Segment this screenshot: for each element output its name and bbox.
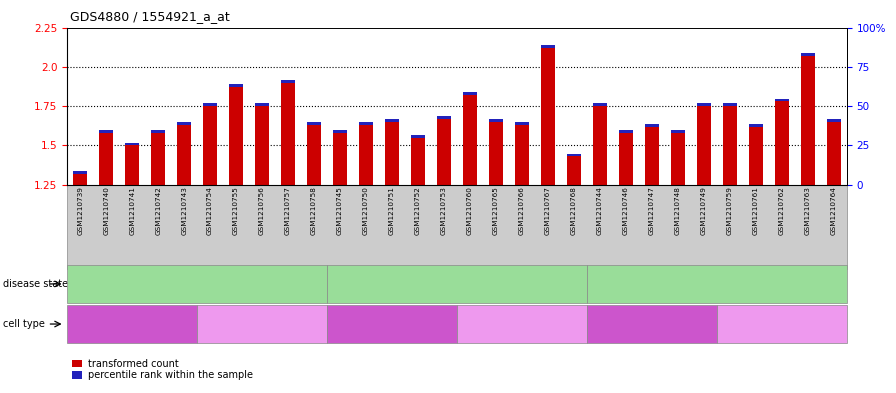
Bar (307, 122, 321, 125)
Text: GDS4880 / 1554921_a_at: GDS4880 / 1554921_a_at (70, 10, 229, 23)
Bar (385, 119, 399, 122)
Bar (385, 122, 399, 185)
Bar (775, 101, 788, 185)
Bar (151, 133, 165, 185)
Bar (151, 130, 165, 133)
Text: percentile rank within the sample: percentile rank within the sample (88, 370, 253, 380)
Text: CD4+ T-cells: CD4+ T-cells (361, 319, 423, 329)
Text: transformed count: transformed count (88, 358, 178, 369)
Bar (437, 116, 451, 119)
Bar (671, 133, 685, 185)
Bar (73, 171, 87, 174)
Bar (749, 124, 762, 127)
Bar (619, 133, 633, 185)
Bar (229, 84, 243, 87)
Bar (801, 56, 814, 185)
Bar (411, 138, 425, 185)
Text: CD4+ T-cells: CD4+ T-cells (621, 319, 683, 329)
Bar (489, 119, 503, 122)
Text: cell type: cell type (3, 319, 45, 329)
Bar (541, 45, 555, 48)
Bar (307, 125, 321, 185)
Bar (125, 143, 139, 145)
Bar (645, 124, 659, 127)
Bar (203, 106, 217, 185)
Text: chronic HCV infection-high viral load: chronic HCV infection-high viral load (628, 279, 806, 289)
Bar (177, 122, 191, 125)
Bar (723, 106, 737, 185)
Bar (749, 127, 762, 185)
Bar (671, 130, 685, 133)
Bar (255, 106, 269, 185)
Bar (567, 154, 581, 156)
Bar (827, 119, 840, 122)
Bar (697, 103, 711, 106)
Bar (333, 133, 347, 185)
Bar (99, 130, 113, 133)
Text: CD8+ T-cells: CD8+ T-cells (491, 319, 553, 329)
Bar (333, 130, 347, 133)
Bar (593, 103, 607, 106)
Bar (593, 106, 607, 185)
Bar (255, 103, 269, 106)
Bar (463, 95, 477, 185)
Bar (645, 127, 659, 185)
Text: CD4+ T-cells: CD4+ T-cells (101, 319, 163, 329)
Text: chronic HCV infection-low viral load: chronic HCV infection-low viral load (370, 279, 544, 289)
Bar (775, 99, 788, 101)
Bar (567, 156, 581, 185)
Bar (359, 122, 373, 125)
Bar (463, 92, 477, 95)
Bar (281, 83, 295, 185)
Bar (697, 106, 711, 185)
Bar (177, 125, 191, 185)
Bar (229, 87, 243, 185)
Text: disease state: disease state (3, 279, 68, 289)
Bar (203, 103, 217, 106)
Text: healthy donor: healthy donor (163, 279, 231, 289)
Bar (281, 80, 295, 83)
Bar (801, 53, 814, 56)
Bar (515, 125, 529, 185)
Bar (723, 103, 737, 106)
Bar (541, 48, 555, 185)
Bar (489, 122, 503, 185)
Text: CD8+ T-cells: CD8+ T-cells (751, 319, 813, 329)
Bar (619, 130, 633, 133)
Bar (515, 122, 529, 125)
Bar (125, 145, 139, 185)
Text: CD8+ T-cells: CD8+ T-cells (231, 319, 293, 329)
Bar (827, 122, 840, 185)
Bar (411, 135, 425, 138)
Bar (359, 125, 373, 185)
Bar (99, 133, 113, 185)
Bar (73, 174, 87, 185)
Bar (437, 119, 451, 185)
